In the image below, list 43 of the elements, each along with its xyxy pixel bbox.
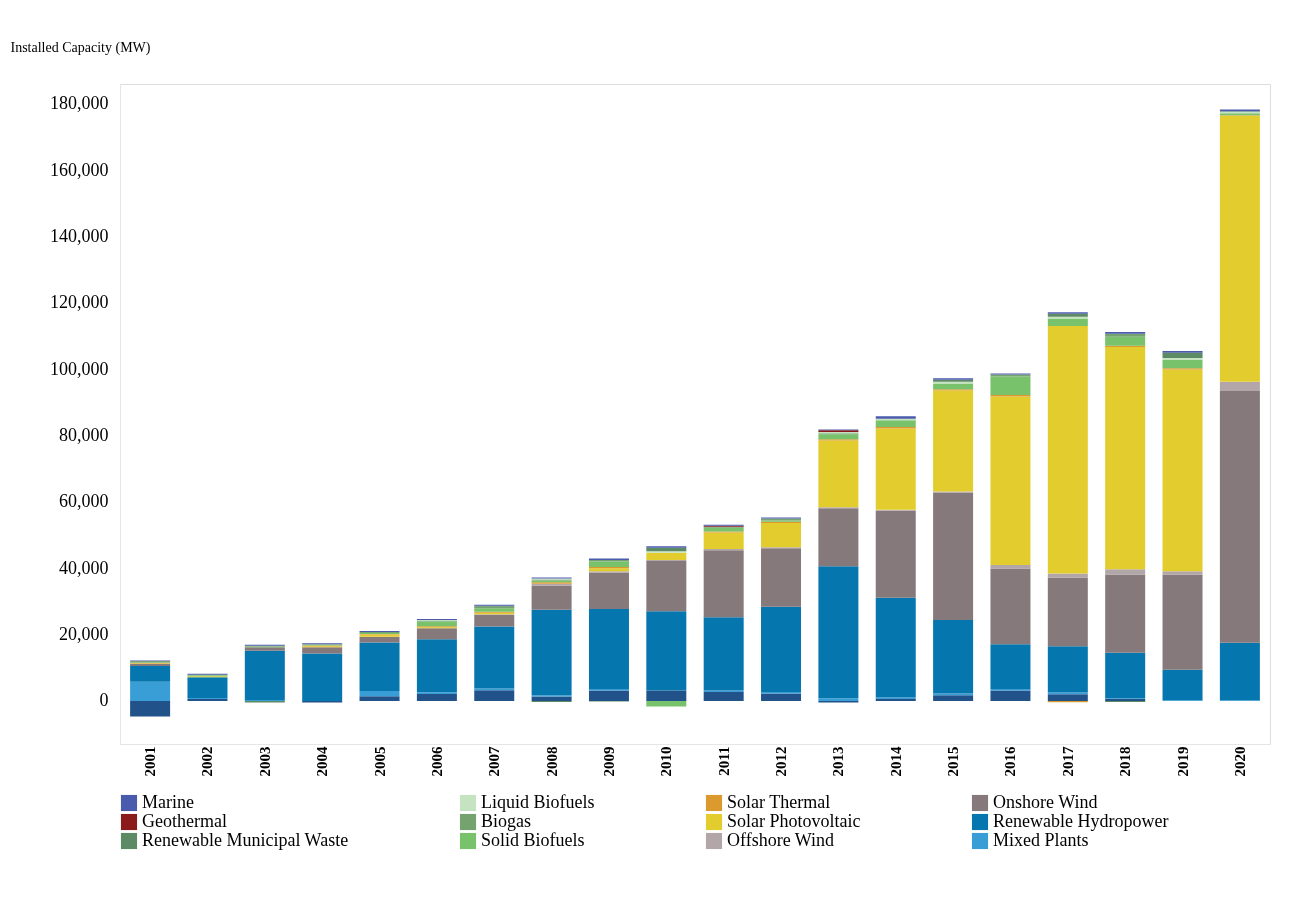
x-tick-label: 2014: [887, 746, 904, 777]
legend-label: Renewable Municipal Waste: [142, 830, 349, 850]
x-tick-label: 2016: [1002, 746, 1019, 777]
y-tick-label: 60,000: [59, 491, 109, 512]
y-tick-label: 20,000: [59, 624, 109, 645]
x-tick-label: 2010: [658, 746, 675, 777]
y-tick-label: 160,000: [50, 159, 109, 180]
x-tick-label: 2013: [830, 746, 847, 777]
x-tick-label: 2017: [1059, 746, 1076, 777]
legend-label: Marine: [142, 792, 194, 812]
legend-label: Solar Thermal: [727, 792, 831, 812]
x-tick-label: 2001: [142, 746, 159, 777]
y-tick-label: 0: [99, 690, 109, 711]
legend-label: Onshore Wind: [993, 792, 1098, 812]
legend-label: Mixed Plants: [993, 830, 1089, 850]
x-tick-label: 2020: [1231, 746, 1248, 777]
x-tick-label: 2005: [371, 746, 388, 777]
x-tick-label: 2019: [1174, 746, 1191, 777]
y-tick-label: 120,000: [50, 292, 109, 313]
y-tick-label: 180,000: [50, 93, 109, 114]
x-tick-label: 2012: [773, 746, 790, 777]
x-tick-label: 2004: [314, 746, 331, 777]
x-tick-label: 2011: [715, 746, 732, 776]
y-axis-title: Installed Capacity (MW): [10, 39, 151, 56]
legend-label: Offshore Wind: [727, 830, 835, 850]
x-tick-label: 2003: [256, 746, 273, 777]
legend-label: Liquid Biofuels: [481, 792, 595, 812]
y-tick-label: 80,000: [59, 425, 109, 446]
x-tick-label: 2018: [1117, 746, 1134, 777]
x-tick-label: 2002: [199, 746, 216, 777]
legend-label: Geothermal: [142, 811, 227, 831]
legend-label: Solid Biofuels: [481, 830, 585, 850]
x-tick-label: 2015: [945, 746, 962, 777]
y-tick-label: 100,000: [50, 358, 109, 379]
legend-label: Biogas: [481, 811, 532, 831]
legend-label: Solar Photovoltaic: [727, 811, 861, 831]
legend-label: Renewable Hydropower: [993, 811, 1169, 831]
x-tick-label: 2007: [486, 746, 503, 777]
x-tick-label: 2006: [428, 746, 445, 777]
x-tick-label: 2009: [600, 746, 617, 777]
y-tick-label: 40,000: [59, 557, 109, 578]
y-tick-label: 140,000: [50, 226, 109, 247]
x-tick-label: 2008: [543, 746, 560, 777]
